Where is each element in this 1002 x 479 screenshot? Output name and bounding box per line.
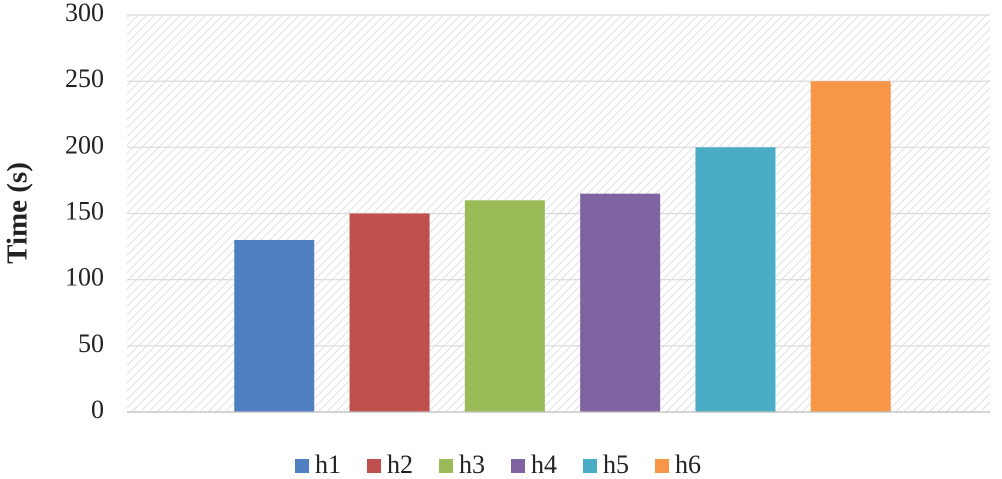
legend-swatch [367, 459, 381, 473]
legend-swatch [511, 459, 525, 473]
legend-label: h4 [531, 450, 557, 479]
bar [464, 200, 545, 412]
legend-label: h3 [459, 450, 485, 479]
y-tick-label: 250 [65, 64, 104, 93]
y-tick-label: 300 [65, 0, 104, 27]
y-tick-label: 200 [65, 130, 104, 159]
bar [810, 81, 891, 413]
legend-swatch [655, 459, 669, 473]
bar [695, 147, 776, 413]
legend-label: h1 [315, 450, 341, 479]
y-axis-label: Time (s) [2, 162, 34, 264]
legend-swatch [295, 459, 309, 473]
legend-label: h5 [603, 450, 629, 479]
legend-swatch [583, 459, 597, 473]
legend-label: h2 [387, 450, 413, 479]
y-tick-label: 50 [78, 329, 104, 358]
bar [580, 193, 661, 412]
bar [349, 213, 430, 412]
y-tick-label: 0 [91, 395, 104, 424]
y-tick-label: 100 [65, 263, 104, 292]
bar [234, 239, 315, 412]
y-tick-label: 150 [65, 196, 104, 225]
legend-swatch [439, 459, 453, 473]
legend-label: h6 [675, 450, 701, 479]
